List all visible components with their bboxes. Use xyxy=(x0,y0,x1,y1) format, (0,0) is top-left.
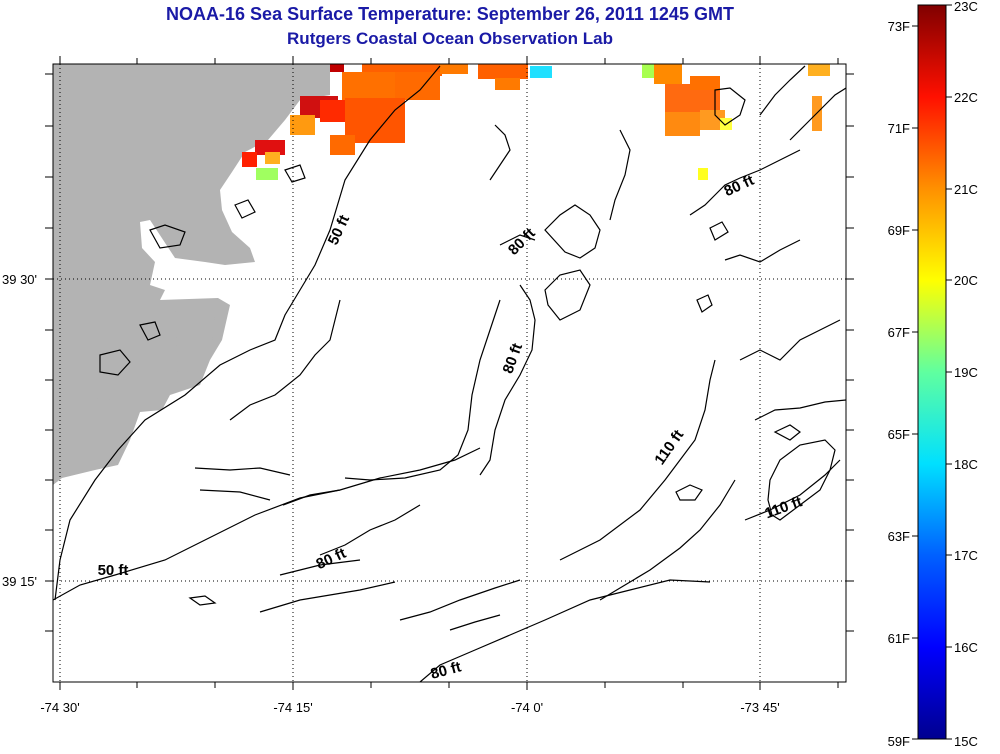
depth-label: 80 ft xyxy=(429,658,463,682)
map-subtitle: Rutgers Coastal Ocean Observation Lab xyxy=(287,29,613,48)
celsius-label: 23C xyxy=(954,0,978,14)
celsius-label: 18C xyxy=(954,457,978,472)
fahrenheit-label: 73F xyxy=(888,19,910,34)
graticule xyxy=(53,64,846,682)
map-title: NOAA-16 Sea Surface Temperature: Septemb… xyxy=(166,4,734,24)
sst-pixels xyxy=(242,64,830,180)
celsius-label: 20C xyxy=(954,273,978,288)
axis-labels: -74 30' -74 15' -74 0' -73 45' 39 30' 39… xyxy=(2,272,780,715)
celsius-label: 22C xyxy=(954,90,978,105)
celsius-label: 17C xyxy=(954,548,978,563)
fahrenheit-label: 69F xyxy=(888,223,910,238)
colorbar-ticks xyxy=(912,4,952,740)
fahrenheit-label: 59F xyxy=(888,734,910,749)
fahrenheit-label: 61F xyxy=(888,631,910,646)
celsius-label: 21C xyxy=(954,182,978,197)
land-mass xyxy=(53,64,330,485)
fahrenheit-label: 67F xyxy=(888,325,910,340)
celsius-label: 15C xyxy=(954,734,978,749)
land-island xyxy=(97,318,150,400)
colorbar-labels: 73F 71F 69F 67F 65F 63F 61F 59F 23C 22C … xyxy=(888,0,978,749)
celsius-label: 16C xyxy=(954,640,978,655)
depth-contours xyxy=(53,65,846,682)
lon-label: -73 45' xyxy=(740,700,779,715)
lon-label: -74 15' xyxy=(273,700,312,715)
lon-label: -74 30' xyxy=(40,700,79,715)
depth-label: 50 ft xyxy=(98,562,129,579)
lat-label: 39 30' xyxy=(2,272,37,287)
fahrenheit-label: 71F xyxy=(888,121,910,136)
fahrenheit-label: 63F xyxy=(888,529,910,544)
fahrenheit-label: 65F xyxy=(888,427,910,442)
lat-label: 39 15' xyxy=(2,574,37,589)
lon-label: -74 0' xyxy=(511,700,543,715)
celsius-label: 19C xyxy=(954,365,978,380)
axis-ticks xyxy=(45,56,854,690)
temperature-colorbar xyxy=(917,4,947,740)
land-island xyxy=(175,310,215,385)
